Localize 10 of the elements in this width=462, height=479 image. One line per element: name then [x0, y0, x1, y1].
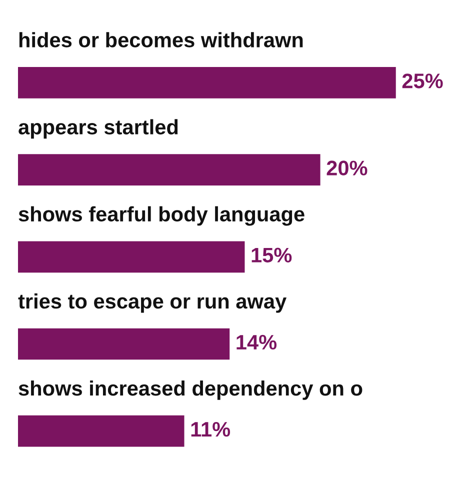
y-tick-label: hides or becomes withdrawn [19, 32, 303, 48]
y-tick-label: tries to escape or run away [18, 293, 287, 313]
y-tick-label: shows fearful body language [18, 206, 304, 226]
data-label: 25% [402, 74, 443, 88]
data-label: 20% [326, 160, 368, 176]
data-label: 15% [252, 248, 292, 263]
data-label: 14% [236, 334, 277, 350]
data-label: 11% [191, 422, 230, 437]
y-tick-label: appears startled [18, 119, 178, 139]
y-tick-label: shows increased dependency on o [18, 380, 362, 400]
